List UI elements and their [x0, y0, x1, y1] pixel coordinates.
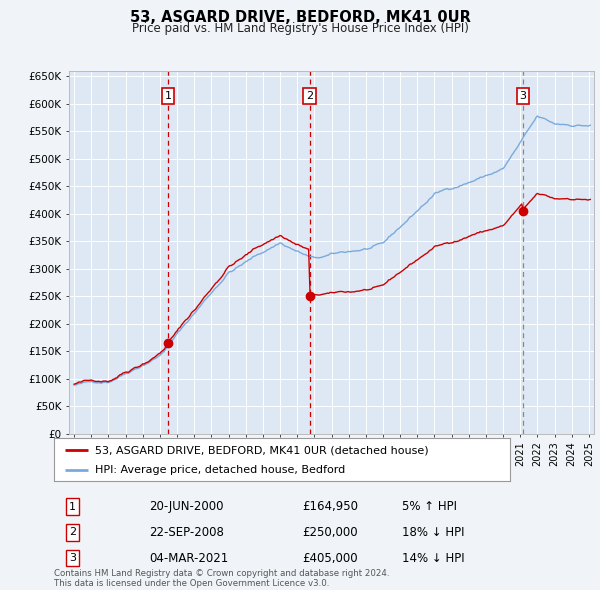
Text: HPI: Average price, detached house, Bedford: HPI: Average price, detached house, Bedf… — [95, 466, 345, 475]
Text: 04-MAR-2021: 04-MAR-2021 — [149, 552, 228, 565]
Text: £164,950: £164,950 — [302, 500, 358, 513]
Text: £250,000: £250,000 — [302, 526, 358, 539]
Text: 1: 1 — [164, 91, 172, 101]
Text: 18% ↓ HPI: 18% ↓ HPI — [403, 526, 465, 539]
Text: 5% ↑ HPI: 5% ↑ HPI — [403, 500, 457, 513]
Text: Price paid vs. HM Land Registry's House Price Index (HPI): Price paid vs. HM Land Registry's House … — [131, 22, 469, 35]
Text: 53, ASGARD DRIVE, BEDFORD, MK41 0UR (detached house): 53, ASGARD DRIVE, BEDFORD, MK41 0UR (det… — [95, 445, 428, 455]
Text: 3: 3 — [69, 553, 76, 563]
Text: 20-JUN-2000: 20-JUN-2000 — [149, 500, 224, 513]
Text: 22-SEP-2008: 22-SEP-2008 — [149, 526, 224, 539]
Text: £405,000: £405,000 — [302, 552, 358, 565]
Text: 2: 2 — [69, 527, 76, 537]
Text: 2: 2 — [306, 91, 313, 101]
Text: 53, ASGARD DRIVE, BEDFORD, MK41 0UR: 53, ASGARD DRIVE, BEDFORD, MK41 0UR — [130, 10, 470, 25]
Text: 3: 3 — [520, 91, 527, 101]
Text: 1: 1 — [69, 502, 76, 512]
Text: Contains HM Land Registry data © Crown copyright and database right 2024.
This d: Contains HM Land Registry data © Crown c… — [54, 569, 389, 588]
Text: 14% ↓ HPI: 14% ↓ HPI — [403, 552, 465, 565]
